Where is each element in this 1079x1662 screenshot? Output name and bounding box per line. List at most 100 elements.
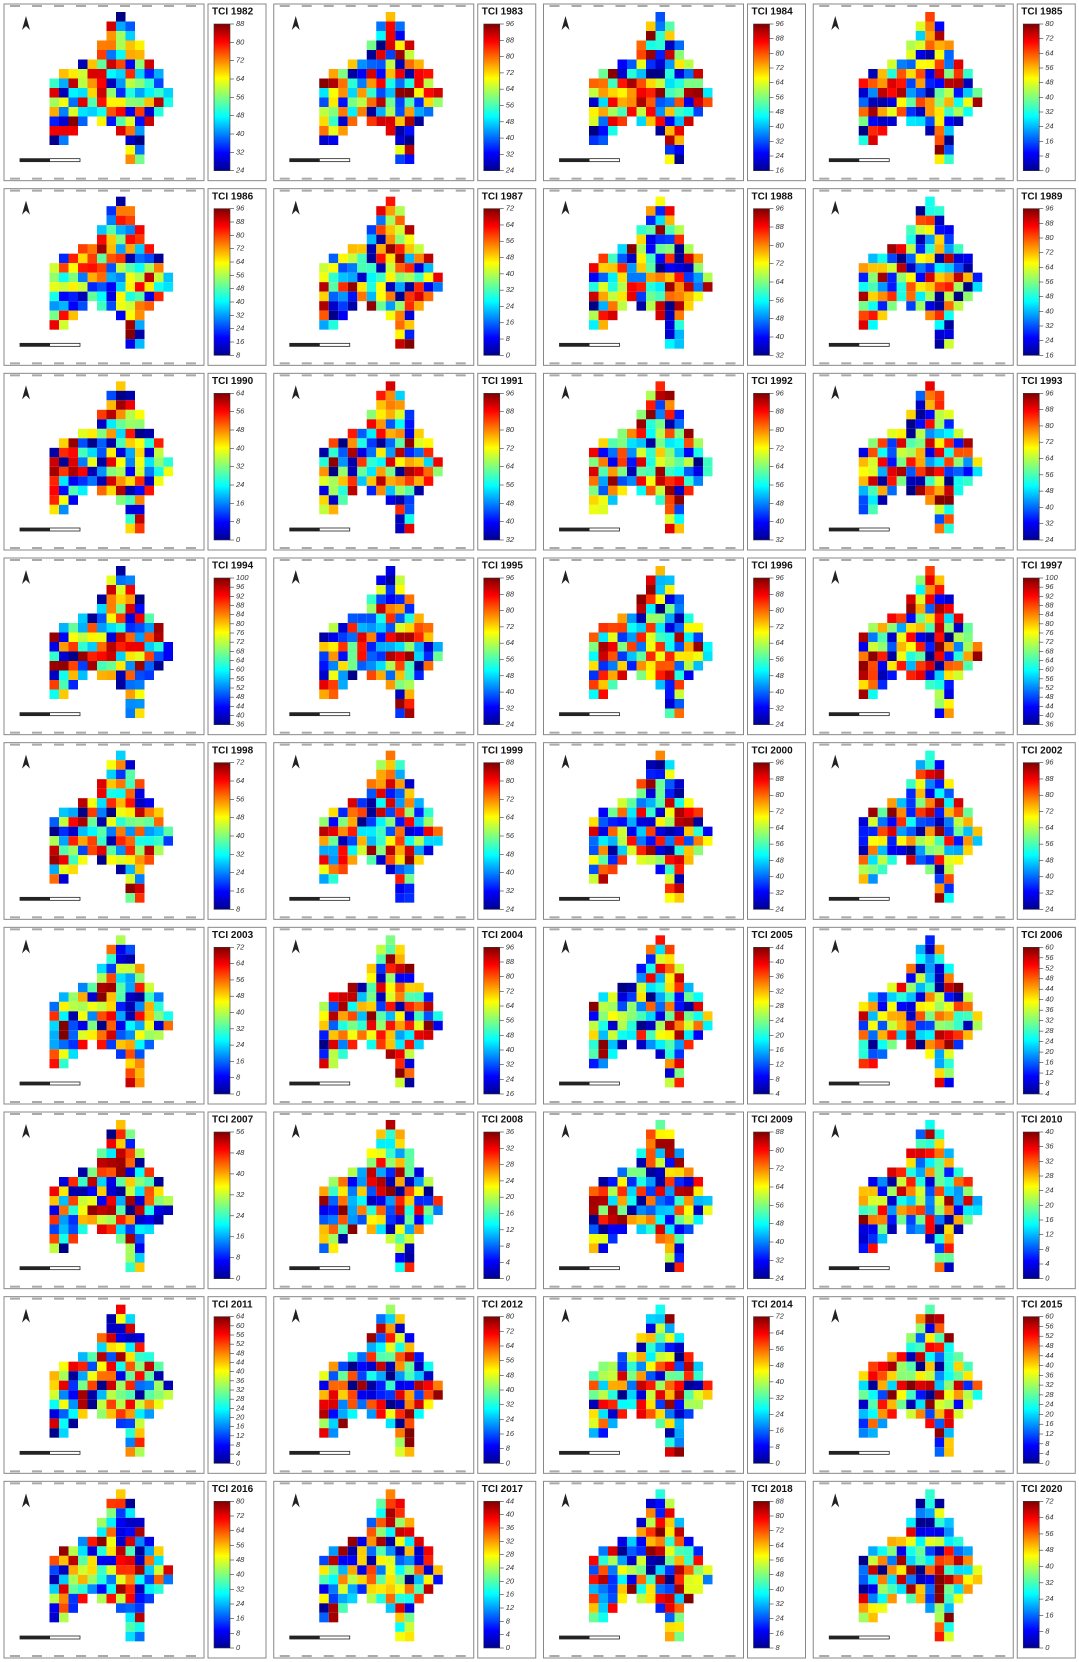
frame-tick	[76, 1286, 86, 1288]
frame-tick	[572, 547, 582, 549]
map-cell	[646, 846, 656, 856]
frame-tick	[973, 916, 983, 918]
map-cell	[126, 1333, 136, 1343]
map-cell	[357, 1021, 367, 1030]
map-cell	[135, 836, 145, 846]
map-cell	[69, 486, 79, 496]
map-cell	[69, 680, 79, 690]
map-cell	[126, 1352, 136, 1362]
map-cell	[935, 1068, 945, 1078]
map-cell	[338, 282, 348, 292]
map-cell	[395, 117, 405, 127]
map-cell	[906, 1343, 916, 1353]
map-cell	[367, 282, 377, 292]
map-cell	[656, 126, 666, 136]
map-cell	[386, 1381, 396, 1391]
map-cell	[627, 992, 637, 1002]
colorbar-tick-label: 32	[506, 535, 515, 544]
map-cell	[627, 1196, 637, 1206]
map-cell	[395, 235, 405, 245]
map-cell	[925, 292, 935, 302]
map-cell	[589, 486, 599, 496]
map-cell	[59, 438, 69, 448]
map-cell	[405, 244, 415, 254]
map-cell	[135, 88, 145, 98]
map-cell	[868, 992, 878, 1002]
map-cell	[935, 419, 945, 429]
map-cell	[599, 98, 609, 108]
frame-tick	[412, 374, 422, 376]
frame-tick	[142, 732, 152, 734]
frame-tick	[907, 744, 917, 746]
map-cell	[97, 973, 107, 983]
frame-tick	[390, 1286, 400, 1288]
map-cell	[395, 429, 405, 439]
map-cell	[675, 614, 685, 624]
map-cell	[599, 808, 609, 818]
frame-tick	[390, 732, 400, 734]
frame-tick	[973, 1113, 983, 1115]
map-cell	[78, 1215, 88, 1225]
frame-tick	[660, 178, 670, 180]
map-cell	[916, 457, 926, 467]
frame-tick	[638, 362, 648, 364]
map-cell	[59, 69, 69, 79]
colorbar-tick-label: 28	[1044, 1026, 1054, 1035]
frame-tick	[907, 559, 917, 561]
map-cell	[116, 1390, 126, 1400]
map-cell	[348, 438, 358, 448]
map-cell	[395, 992, 405, 1002]
map-cell	[367, 983, 377, 993]
frame-tick	[885, 547, 895, 549]
colorbar-tick-label: 32	[506, 149, 515, 158]
map-cell	[944, 964, 954, 974]
map-cell	[868, 1371, 878, 1381]
map-cell	[665, 1244, 675, 1254]
map-cell	[348, 992, 358, 1002]
map-cell	[107, 1333, 117, 1343]
map-cell	[405, 410, 415, 420]
map-cell	[319, 1040, 329, 1050]
map-cell	[608, 827, 618, 837]
map-cell	[386, 495, 396, 505]
map-cell	[665, 1263, 675, 1273]
frame-tick	[550, 1113, 560, 1115]
map-cell	[395, 1333, 405, 1343]
map-cell	[357, 1381, 367, 1391]
map-cell	[944, 88, 954, 98]
map-cell	[925, 1400, 935, 1410]
map-cell	[656, 983, 666, 993]
colorbar-tick-label: 72	[506, 794, 515, 803]
map-cell	[386, 1371, 396, 1381]
colorbar-tick-label: 40	[236, 710, 245, 719]
map-cell	[116, 846, 126, 856]
map-cell	[329, 1002, 339, 1012]
map-cell	[618, 244, 628, 254]
map-cell	[367, 235, 377, 245]
map-cell	[859, 836, 869, 846]
map-cell	[944, 1244, 954, 1254]
map-cell	[107, 79, 117, 89]
frame-tick	[412, 1101, 422, 1103]
map-cell	[656, 680, 666, 690]
map-cell	[665, 301, 675, 311]
map-cell	[424, 467, 434, 477]
frame-tick	[368, 1298, 378, 1300]
map-cell	[618, 1215, 628, 1225]
map-cell	[627, 254, 637, 264]
map-cell	[925, 216, 935, 226]
map-cell	[116, 1409, 126, 1419]
map-cell	[329, 855, 339, 865]
colorbar-tick-label: 56	[776, 1344, 785, 1353]
map-cell	[126, 945, 136, 955]
map-cell	[386, 476, 396, 486]
map-cell	[357, 1352, 367, 1362]
map-cell	[925, 935, 935, 945]
frame-tick	[10, 744, 20, 746]
map-cell	[78, 244, 88, 254]
map-cell	[386, 1130, 396, 1140]
map-cell	[887, 1002, 897, 1012]
map-cell	[395, 585, 405, 595]
frame-tick	[863, 190, 873, 192]
frame-tick	[704, 1101, 714, 1103]
